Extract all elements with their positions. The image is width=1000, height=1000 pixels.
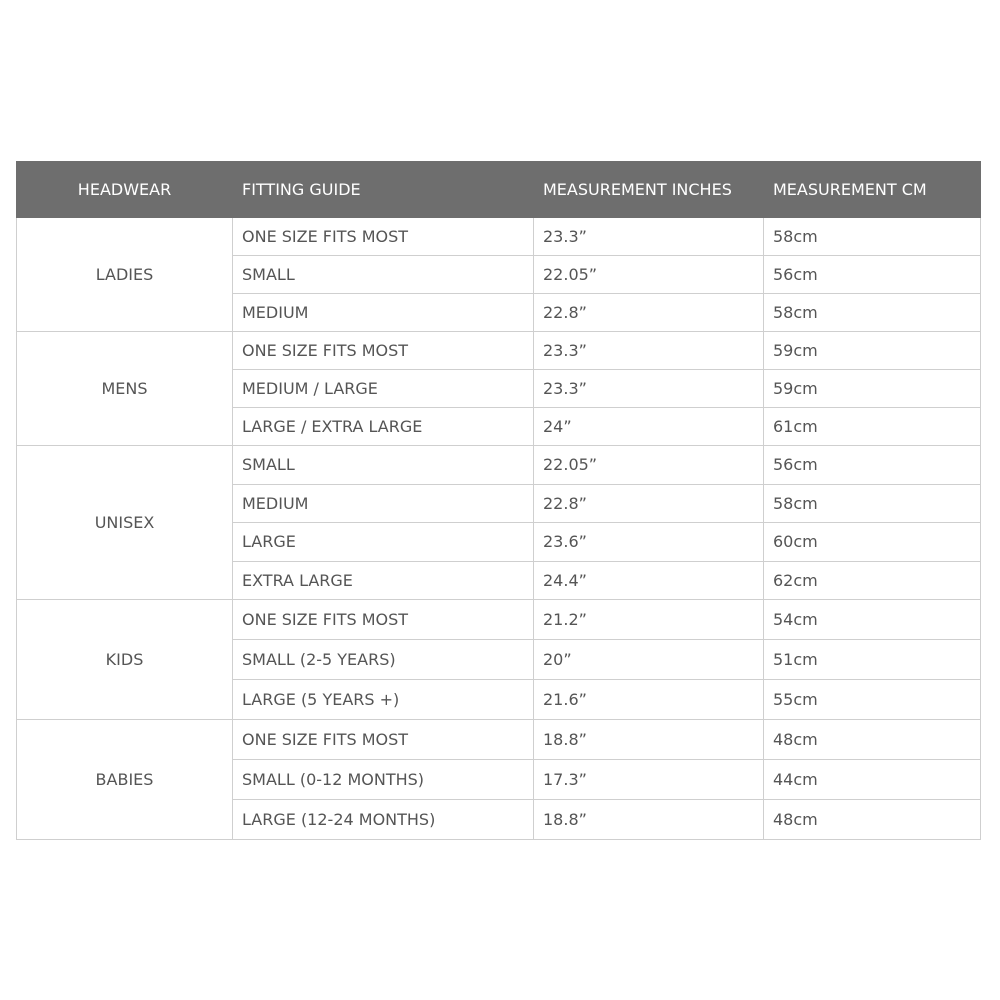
fitting-guide: ONE SIZE FITS MOST bbox=[232, 217, 534, 256]
header-cell: MEASUREMENT CM bbox=[763, 161, 981, 218]
measurement-cm: 61cm bbox=[763, 407, 981, 446]
measurement-inches: 22.8” bbox=[533, 293, 764, 332]
measurement-cm: 62cm bbox=[763, 560, 981, 600]
fitting-guide: MEDIUM bbox=[232, 483, 534, 523]
measurement-inches: 22.05” bbox=[533, 445, 764, 485]
table-row: LARGE / EXTRA LARGE 24” 61cm bbox=[17, 407, 981, 446]
headwear-group: MENS bbox=[16, 331, 233, 446]
table-row: MEDIUM 22.8” 58cm bbox=[17, 483, 981, 523]
fitting-guide: LARGE bbox=[232, 522, 534, 562]
fitting-guide: SMALL (0-12 MONTHS) bbox=[232, 759, 534, 800]
measurement-cm: 59cm bbox=[763, 369, 981, 408]
fitting-guide: SMALL bbox=[232, 255, 534, 294]
measurement-cm: 59cm bbox=[763, 331, 981, 370]
measurement-inches: 23.3” bbox=[533, 331, 764, 370]
table-row: KIDS ONE SIZE FITS MOST 21.2” 54cm bbox=[16, 599, 981, 720]
measurement-cm: 48cm bbox=[763, 719, 981, 760]
measurement-inches: 24.4” bbox=[533, 560, 764, 600]
fitting-guide: LARGE (12-24 MONTHS) bbox=[232, 799, 534, 840]
measurement-cm: 56cm bbox=[763, 445, 981, 485]
table-row: SMALL 22.05” 56cm bbox=[17, 255, 981, 294]
table-row: EXTRA LARGE 24.4” 62cm bbox=[17, 560, 981, 600]
table-row: SMALL (0-12 MONTHS) 17.3” 44cm bbox=[17, 759, 981, 800]
table-row: LARGE 23.6” 60cm bbox=[17, 522, 981, 562]
fitting-guide: SMALL (2-5 YEARS) bbox=[232, 639, 534, 680]
fitting-guide: ONE SIZE FITS MOST bbox=[232, 719, 534, 760]
fitting-guide: SMALL bbox=[232, 445, 534, 485]
table-row: LARGE (5 YEARS +) 21.6” 55cm bbox=[17, 679, 981, 720]
fitting-guide: ONE SIZE FITS MOST bbox=[232, 599, 534, 640]
measurement-cm: 56cm bbox=[763, 255, 981, 294]
size-table: HEADWEAR FITTING GUIDE MEASUREMENT INCHES M… bbox=[16, 161, 981, 840]
measurement-inches: 20” bbox=[533, 639, 764, 680]
measurement-inches: 18.8” bbox=[533, 799, 764, 840]
header-cell: MEASUREMENT INCHES bbox=[533, 161, 764, 218]
header-cell: FITTING GUIDE bbox=[232, 161, 534, 218]
measurement-cm: 58cm bbox=[763, 483, 981, 523]
header-row: HEADWEAR FITTING GUIDE MEASUREMENT INCHES M… bbox=[16, 161, 981, 218]
table-row: BABIES ONE SIZE FITS MOST 18.8” 48cm bbox=[16, 719, 981, 840]
measurement-inches: 18.8” bbox=[533, 719, 764, 760]
measurement-inches: 22.05” bbox=[533, 255, 764, 294]
table-row: LADIES ONE SIZE FITS MOST 23.3” 58cm bbox=[16, 217, 981, 332]
headwear-group: KIDS bbox=[16, 599, 233, 720]
measurement-inches: 21.6” bbox=[533, 679, 764, 720]
measurement-cm: 58cm bbox=[763, 217, 981, 256]
headwear-group: BABIES bbox=[16, 719, 233, 840]
table-row: LARGE (12-24 MONTHS) 18.8” 48cm bbox=[17, 799, 981, 840]
measurement-cm: 44cm bbox=[763, 759, 981, 800]
table-row: MENS ONE SIZE FITS MOST 23.3” 59cm bbox=[16, 331, 981, 446]
measurement-cm: 48cm bbox=[763, 799, 981, 840]
measurement-inches: 22.8” bbox=[533, 483, 764, 523]
measurement-cm: 58cm bbox=[763, 293, 981, 332]
header-cell: HEADWEAR bbox=[16, 161, 233, 218]
fitting-guide: ONE SIZE FITS MOST bbox=[232, 331, 534, 370]
fitting-guide: LARGE / EXTRA LARGE bbox=[232, 407, 534, 446]
table-row: UNISEX SMALL 22.05” 56cm bbox=[16, 445, 981, 600]
headwear-group: LADIES bbox=[16, 217, 233, 332]
measurement-cm: 55cm bbox=[763, 679, 981, 720]
measurement-cm: 54cm bbox=[763, 599, 981, 640]
measurement-inches: 24” bbox=[533, 407, 764, 446]
headwear-group: UNISEX bbox=[16, 445, 233, 600]
table-row: MEDIUM / LARGE 23.3” 59cm bbox=[17, 369, 981, 408]
fitting-guide: MEDIUM / LARGE bbox=[232, 369, 534, 408]
measurement-inches: 23.6” bbox=[533, 522, 764, 562]
measurement-inches: 23.3” bbox=[533, 369, 764, 408]
measurement-inches: 23.3” bbox=[533, 217, 764, 256]
fitting-guide: EXTRA LARGE bbox=[232, 560, 534, 600]
fitting-guide: LARGE (5 YEARS +) bbox=[232, 679, 534, 720]
table-row: MEDIUM 22.8” 58cm bbox=[17, 293, 981, 332]
measurement-inches: 21.2” bbox=[533, 599, 764, 640]
fitting-guide: MEDIUM bbox=[232, 293, 534, 332]
table-row: SMALL (2-5 YEARS) 20” 51cm bbox=[17, 639, 981, 680]
measurement-cm: 51cm bbox=[763, 639, 981, 680]
measurement-inches: 17.3” bbox=[533, 759, 764, 800]
measurement-cm: 60cm bbox=[763, 522, 981, 562]
